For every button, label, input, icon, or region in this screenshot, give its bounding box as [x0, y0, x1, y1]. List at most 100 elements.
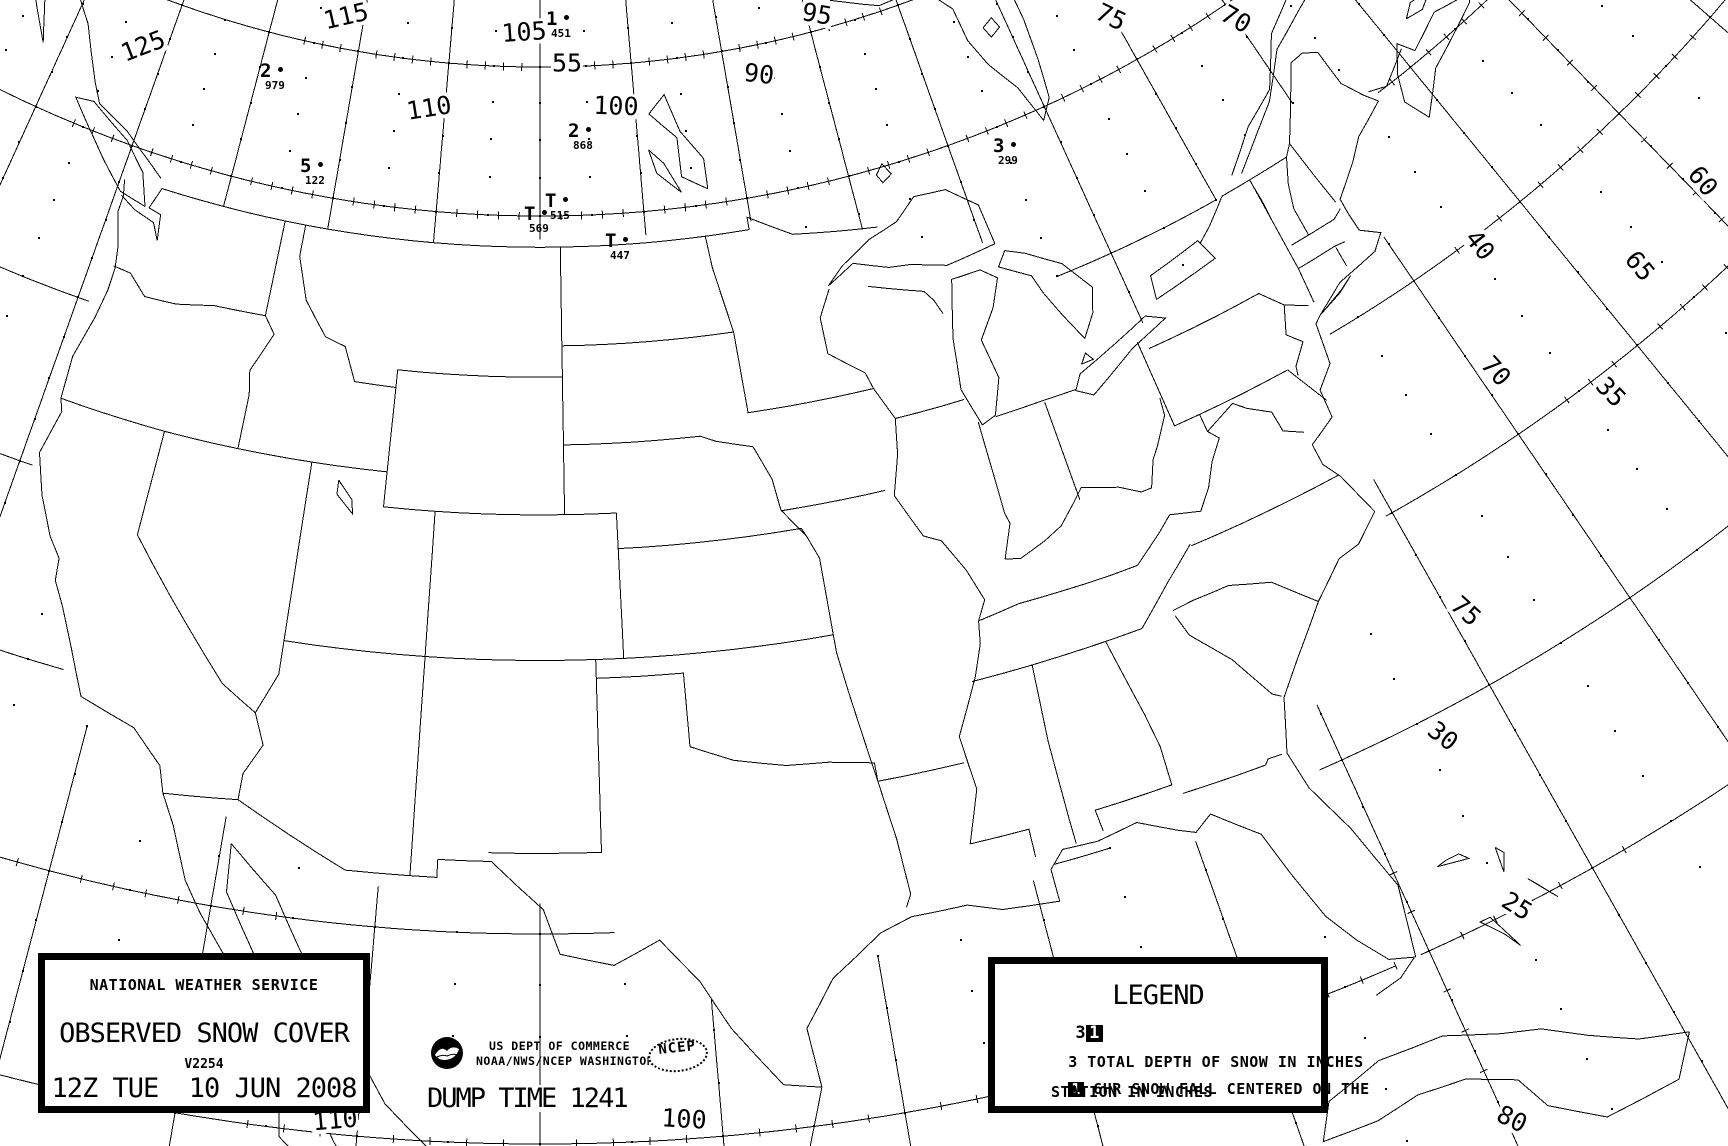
- map-outline: [829, 0, 1050, 122]
- station-dot: [563, 197, 568, 202]
- grid-label: 105: [499, 15, 549, 49]
- station-value: 515: [550, 209, 570, 222]
- map-outline: [648, 149, 682, 193]
- map-outline: [1378, 1028, 1690, 1062]
- station-value: 868: [573, 139, 593, 152]
- map-outline: [1494, 846, 1505, 872]
- map-outline: [1005, 397, 1166, 560]
- map-outline: [299, 225, 396, 388]
- map-outline: [1322, 1031, 1690, 1143]
- grid-label: 40: [1459, 224, 1501, 266]
- grid-label: 75: [1445, 590, 1487, 632]
- grid-label: 100: [659, 1103, 709, 1135]
- legend-row-fall-cont: STATION IN INCHES: [1051, 1083, 1214, 1101]
- agency-name: NATIONAL WEATHER SERVICE: [89, 976, 319, 994]
- map-outline: [1479, 916, 1522, 946]
- map-outline: [1207, 402, 1305, 433]
- map-outline: [1031, 664, 1077, 844]
- map-outline: [237, 712, 264, 800]
- station-dot: [623, 237, 628, 242]
- map-outline: [982, 17, 1001, 38]
- grid-label: 25: [1496, 885, 1538, 927]
- station-dot: [1011, 142, 1016, 147]
- map-outline: [780, 489, 886, 512]
- grid-label: 90: [741, 57, 777, 91]
- credit-center: NOAA/NWS/NCEP WASHINGTON: [476, 1054, 655, 1068]
- map-outline: [995, 388, 1077, 418]
- map-outline: [1075, 315, 1167, 396]
- map-outline: [1081, 352, 1095, 365]
- map-outline: [1044, 402, 1081, 500]
- station-value: 122: [305, 174, 325, 187]
- map-outline: [336, 479, 354, 516]
- station-depth: 5: [300, 155, 312, 177]
- map-outline: [1150, 239, 1217, 300]
- map-outline: [1191, 474, 1340, 547]
- grid-label: 60: [1682, 160, 1724, 202]
- map-outline: [162, 792, 822, 1088]
- map-outline: [1249, 179, 1274, 222]
- map-outline: [752, 446, 821, 559]
- map-outline: [1298, 241, 1345, 270]
- map-outline: [971, 628, 1143, 683]
- map-outline: [827, 189, 996, 287]
- grid-label: 115: [320, 0, 372, 36]
- map-outline: [1136, 342, 1175, 427]
- map-outline: [74, 96, 146, 207]
- map-outline: [113, 265, 267, 317]
- map-outline: [1241, 0, 1306, 174]
- map-outline: [237, 220, 286, 449]
- station-value: 447: [610, 249, 630, 262]
- map-outline: [1148, 292, 1309, 350]
- map-outline: [35, 0, 46, 43]
- map-outline: [383, 506, 617, 516]
- credit-dept: US DEPT OF COMMERCE: [489, 1039, 631, 1053]
- map-outline: [561, 331, 734, 347]
- map-outline: [563, 435, 754, 448]
- map-outline: [704, 236, 874, 414]
- map-outline: [1335, 247, 1347, 266]
- map-outline: [424, 511, 436, 657]
- map-outline: [819, 288, 986, 844]
- map-outline: [1319, 275, 1352, 316]
- station-dot: [542, 210, 547, 215]
- station-dot: [318, 162, 323, 167]
- grid-label: 35: [1590, 371, 1632, 413]
- map-outline: [970, 828, 1037, 857]
- product-title: OBSERVED SNOW COVER: [59, 1018, 350, 1049]
- product-version: V2254: [184, 1057, 224, 1072]
- legend-fall-key: 1: [1068, 1082, 1084, 1097]
- map-outline: [80, 0, 162, 179]
- station-depth: T: [605, 230, 617, 252]
- map-outline: [1249, 179, 1315, 303]
- grid-label: 30: [1422, 715, 1464, 757]
- legend-sample-fall: 1: [1086, 1025, 1103, 1042]
- map-outline: [1169, 414, 1220, 516]
- map-outline: [978, 564, 1138, 622]
- map-outline: [409, 656, 426, 876]
- station-depth: 2: [568, 120, 580, 142]
- station-report: 2 868: [568, 120, 593, 152]
- legend-sample-depth: 3: [1075, 1023, 1087, 1043]
- map-outline: [559, 247, 566, 515]
- map-outline: [283, 634, 834, 662]
- map-outline: [397, 369, 563, 378]
- map-outline: [977, 422, 1011, 560]
- map-outline: [615, 512, 625, 659]
- map-outline: [951, 269, 1000, 426]
- station-value: 299: [998, 154, 1018, 167]
- station-report: T 447: [605, 230, 630, 262]
- map-outline: [1172, 581, 1319, 611]
- map-outline: [648, 93, 709, 190]
- map-outline: [1231, 0, 1287, 176]
- station-dot: [278, 67, 283, 72]
- map-outline: [1137, 514, 1171, 566]
- grid-label: 70: [1215, 0, 1257, 40]
- map-outline: [1405, 0, 1427, 20]
- station-report: 1 451: [546, 8, 571, 40]
- station-report: 2 979: [260, 60, 285, 92]
- map-outline: [809, 1087, 823, 1146]
- map-outline: [595, 659, 875, 767]
